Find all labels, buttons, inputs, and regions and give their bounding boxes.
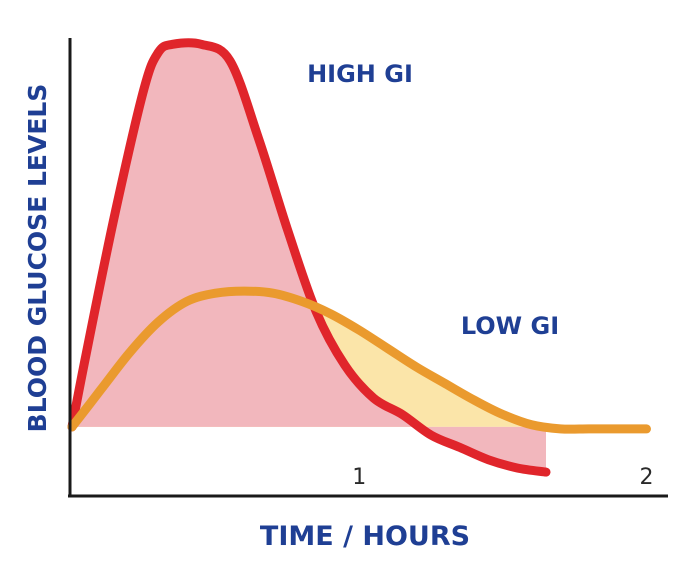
high-gi-label: HIGH GI — [307, 60, 413, 88]
low-gi-line — [67, 286, 651, 434]
y-axis-title: BLOOD GLUCOSE LEVELS — [23, 84, 52, 433]
series-labels: HIGH GI LOW GI — [307, 60, 559, 340]
area-fills — [72, 42, 647, 473]
low-gi-label: LOW GI — [461, 312, 559, 340]
x-tick-label: 1 — [352, 465, 366, 490]
high-gi-area — [72, 42, 546, 473]
series-lines — [67, 38, 651, 477]
x-tick-label: 2 — [640, 465, 654, 490]
high-gi-line — [67, 38, 551, 477]
x-axis-title: TIME / HOURS — [260, 521, 470, 552]
